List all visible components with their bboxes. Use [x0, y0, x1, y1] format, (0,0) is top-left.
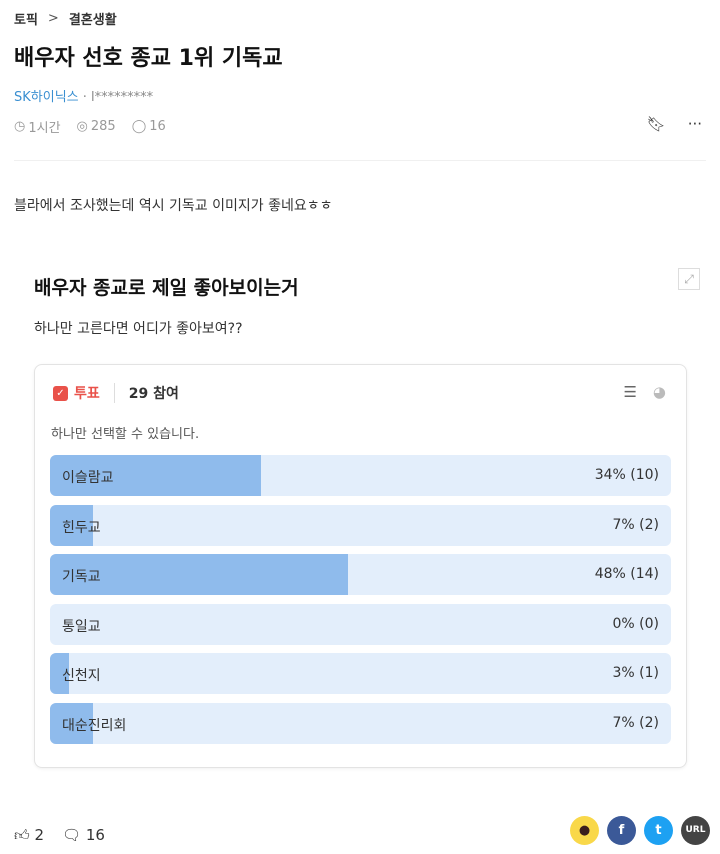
chevron-right-icon: > — [47, 11, 59, 26]
poll-option-result: 0% (0) — [612, 615, 660, 632]
page-title: 배우자 선호 종교 1위 기독교 — [14, 46, 283, 71]
poll-option-result: 3% (1) — [612, 665, 660, 682]
comment-icon: ◯ — [131, 119, 147, 134]
author-name: · l********* — [82, 90, 154, 105]
company-link[interactable]: SK하이닉스 — [14, 90, 79, 105]
facebook-share-icon[interactable]: f — [607, 816, 636, 845]
post-body: 블라에서 조사했는데 역시 기독교 이미지가 좋네요ㅎㅎ — [14, 198, 333, 214]
poll-option-label: 통일교 — [62, 618, 101, 635]
twitter-share-icon[interactable]: t — [644, 816, 673, 845]
poll-option-result: 48% (14) — [594, 566, 659, 583]
divider — [113, 383, 115, 403]
vote-label: 투표 — [74, 386, 100, 402]
poll-subtitle: 하나만 고른다면 어디가 좋아보여?? — [34, 321, 243, 337]
poll-option-label: 이슬람교 — [62, 470, 114, 486]
poll-title: 배우자 종교로 제일 좋아보이는거 — [34, 277, 299, 299]
breadcrumb-topic[interactable]: 토픽 — [14, 13, 38, 28]
post-meta: ◷ 1시간 ◎ 285 ◯ 16 — [14, 117, 166, 136]
eye-icon: ◎ — [76, 119, 88, 134]
poll-option-result: 7% (2) — [612, 516, 660, 533]
poll-option[interactable]: 힌두교 7% (2) — [50, 504, 671, 546]
clock-icon: ◷ — [14, 119, 26, 134]
vote-icon: ✓ — [53, 385, 68, 401]
expand-icon[interactable]: ⤢ — [678, 268, 700, 290]
poll-option[interactable]: 신천지 3% (1) — [50, 653, 671, 695]
poll-option-label: 힌두교 — [62, 519, 101, 536]
comment-count: 16 — [149, 119, 166, 134]
participant-count: 29 참여 — [128, 386, 179, 402]
poll-option-result: 7% (2) — [612, 715, 660, 731]
poll-option-fill — [50, 504, 94, 546]
footer-comment-count: 16 — [85, 826, 105, 844]
more-icon[interactable]: ··· — [687, 115, 702, 133]
poll-card: ✓ 투표 29 참여 ☰ ◕ 하나만 선택할 수 있습니다. 이슬람교 34% (1… — [34, 364, 687, 768]
kakaotalk-share-icon[interactable]: ● — [570, 816, 599, 845]
comment-button[interactable]: 🗨︎ 16 — [62, 826, 105, 844]
like-button[interactable]: 👍︎ 2 — [14, 826, 44, 844]
poll-option[interactable]: 이슬람교 34% (10) — [50, 455, 671, 496]
poll-option-fill — [50, 554, 349, 596]
poll-option[interactable]: 기독교 48% (14) — [50, 554, 671, 596]
divider — [14, 160, 706, 161]
poll-option-fill — [50, 703, 94, 744]
poll-option-label: 기독교 — [62, 569, 101, 586]
author-info: SK하이닉스 · l********* — [14, 86, 153, 105]
view-count: 285 — [90, 119, 116, 134]
poll-option-fill — [50, 455, 262, 496]
breadcrumb-category[interactable]: 결혼생활 — [68, 13, 117, 28]
poll-option-label: 대순진리회 — [62, 718, 127, 734]
poll-option-result: 34% (10) — [594, 467, 659, 483]
poll-option[interactable]: 통일교 0% (0) — [50, 603, 671, 645]
bookmark-icon[interactable]: 🔖︎ — [646, 115, 666, 133]
breadcrumb: 토픽 > 결혼생활 — [14, 9, 117, 28]
pie-chart-icon[interactable]: ◕ — [652, 383, 666, 401]
bar-chart-icon[interactable]: ☰ — [623, 383, 637, 401]
url-share-button[interactable]: URL — [681, 816, 710, 845]
like-count: 2 — [34, 826, 44, 844]
post-time: 1시간 — [28, 121, 61, 136]
poll-option[interactable]: 대순진리회 7% (2) — [50, 703, 671, 744]
poll-note: 하나만 선택할 수 있습니다. — [51, 427, 200, 442]
poll-option-label: 신천지 — [62, 668, 101, 685]
poll-option-fill — [50, 653, 69, 695]
